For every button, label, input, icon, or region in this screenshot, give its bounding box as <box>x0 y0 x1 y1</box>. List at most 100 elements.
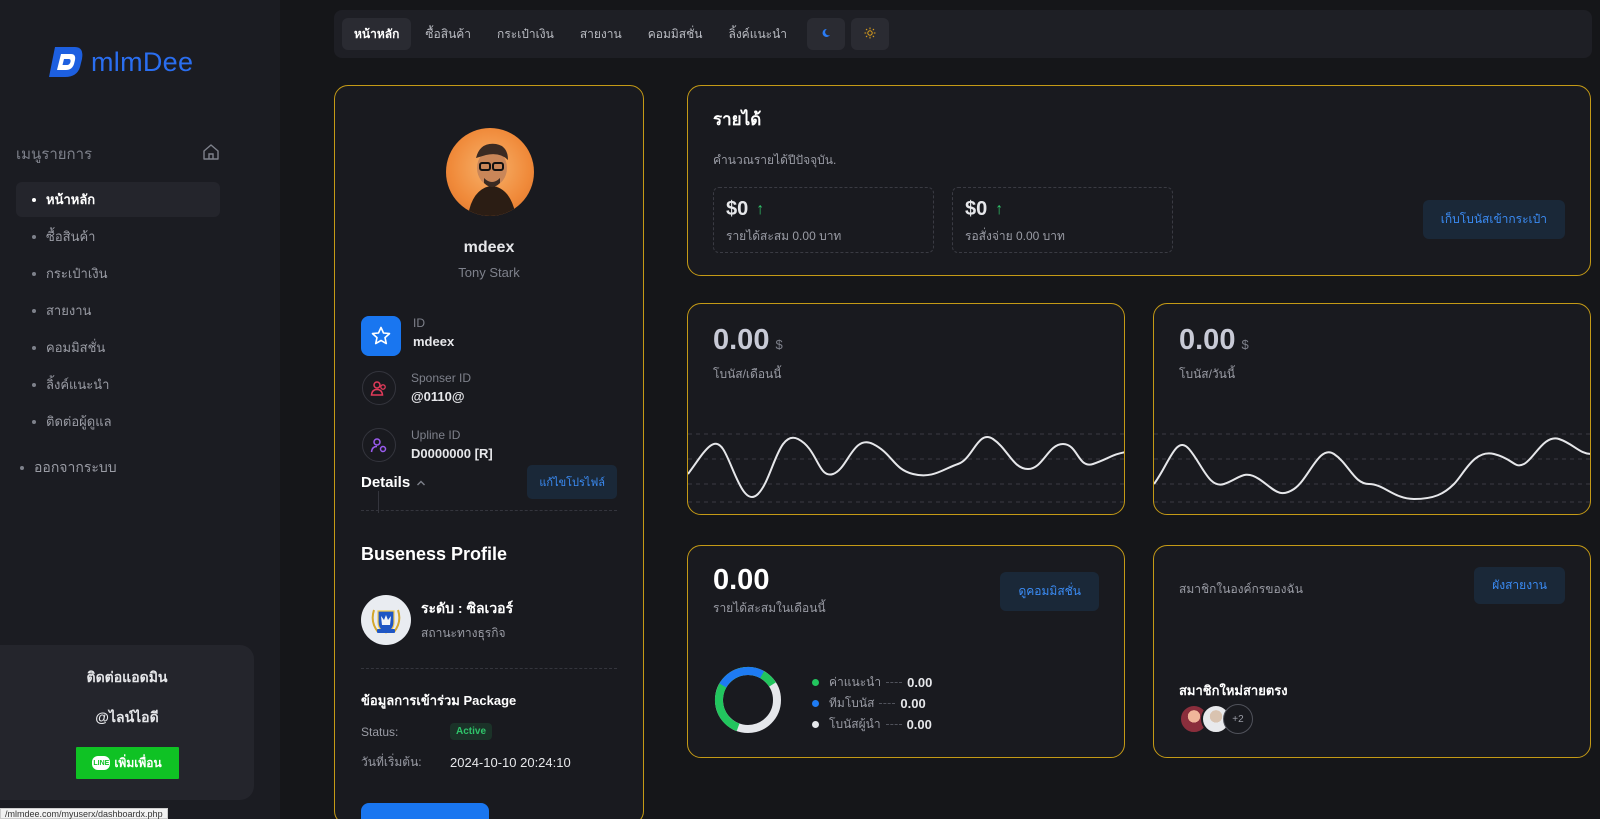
divider <box>361 668 617 669</box>
income-label: รายได้สะสม 0.00 บาท <box>726 229 842 243</box>
status-row: Status: Active <box>361 723 493 740</box>
sponsor-id-row: Sponser ID @0110@ <box>362 371 471 405</box>
profile-username: mdeex <box>463 239 515 256</box>
sidebar-item-network[interactable]: สายงาน <box>16 293 220 328</box>
sidebar-item-label: ติดต่อผู้ดูแล <box>46 414 112 429</box>
sidebar-item-commission[interactable]: คอมมิสชั่น <box>16 330 220 365</box>
bonus-month-label: โบนัส/เดือนนี้ <box>713 367 782 381</box>
commission-donut-chart <box>715 667 781 733</box>
edit-profile-button[interactable]: แก้ไขโปรไฟล์ <box>527 465 617 499</box>
profile-card: mdeex Tony Stark ID mdeex Sponser ID @01… <box>334 85 644 819</box>
income-title: รายได้ <box>713 110 762 129</box>
bonus-day-card: 0.00 $ โบนัส/วันนี้ <box>1153 303 1591 515</box>
level-label: ระดับ : ซิลเวอร์ <box>421 599 514 616</box>
start-date-value: 2024-10-10 20:24:10 <box>450 755 571 770</box>
package-title: ข้อมูลการเข้าร่วม Package <box>361 693 517 708</box>
tab-wallet[interactable]: กระเป๋าเงิน <box>497 26 554 41</box>
legend-value: 0.00 <box>907 675 933 690</box>
bonus-day-label: โบนัส/วันนี้ <box>1179 367 1236 381</box>
upline-id-row: Upline ID D0000000 [R] <box>362 428 493 462</box>
sidebar-item-contact[interactable]: ติดต่อผู้ดูแล <box>16 404 220 439</box>
details-toggle[interactable]: Details <box>361 474 426 491</box>
blue-dot-icon <box>812 700 819 707</box>
arrow-up-icon: ↑ <box>756 200 765 218</box>
level-sub: สถานะทางธุรกิจ <box>421 625 506 640</box>
sidebar-item-shop[interactable]: ซื้อสินค้า <box>16 219 220 254</box>
income-label: รอสั่งจ่าย 0.00 บาท <box>965 229 1065 243</box>
avatar <box>446 128 534 216</box>
sidebar-item-referral-link[interactable]: ลิ้งค์แนะนำ <box>16 367 220 402</box>
legend-item: ทีมโบนัส 0.00 <box>812 693 932 714</box>
bonus-day-value: 0.00 <box>1179 324 1236 356</box>
more-members-badge[interactable]: +2 <box>1223 704 1253 734</box>
status-label: Status: <box>361 724 399 739</box>
id-label: ID <box>413 316 425 330</box>
silver-badge-icon <box>361 595 411 645</box>
bullet-icon <box>32 308 36 313</box>
bullet-icon <box>32 197 36 202</box>
sidebar-item-label: ลิ้งค์แนะนำ <box>46 377 110 392</box>
sidebar-item-label: กระเป๋าเงิน <box>46 266 108 281</box>
primary-button[interactable] <box>361 803 489 819</box>
sidebar-item-label: สายงาน <box>46 303 92 318</box>
member-avatars: +2 <box>1179 704 1253 734</box>
income-card: รายได้ คำนวณรายได้ปีปัจจุบัน. $0 ↑ รายได้… <box>687 85 1591 276</box>
bullet-icon <box>32 271 36 276</box>
logo[interactable]: mlmDee <box>47 45 193 79</box>
bullet-icon <box>32 419 36 424</box>
line-logo-icon: LINE <box>92 756 111 770</box>
logout-link[interactable]: ออกจากระบบ <box>20 457 117 479</box>
bullet-icon <box>32 345 36 350</box>
income-subtitle: คำนวณรายได้ปีปัจจุบัน. <box>713 153 837 167</box>
view-commission-button[interactable]: ดูคอมมิสชั่น <box>1000 572 1099 611</box>
bonus-month-card: 0.00 $ โบนัส/เดือนนี้ <box>687 303 1125 515</box>
sidebar-item-label: ซื้อสินค้า <box>46 229 96 244</box>
bullet-icon <box>20 466 24 470</box>
tab-commission[interactable]: คอมมิสชั่น <box>647 26 703 41</box>
member-id-row: ID mdeex <box>361 316 454 356</box>
id-value: mdeex <box>413 334 455 349</box>
bullet-icon <box>32 234 36 239</box>
details-row: Details แก้ไขโปรไฟล์ <box>361 465 617 499</box>
add-friend-label: เพิ่มเพื่อน <box>114 755 162 770</box>
light-mode-button[interactable] <box>851 18 890 50</box>
tab-shop[interactable]: ซื้อสินค้า <box>425 26 472 41</box>
members-label: สมาชิกในองค์กรของฉัน <box>1179 582 1303 596</box>
divider <box>361 510 617 511</box>
currency-label: $ <box>1241 337 1249 352</box>
sidebar: mlmDee เมนูรายการ หน้าหลัก ซื้อสินค้า กร… <box>0 0 280 819</box>
dash-divider <box>885 724 902 725</box>
tab-referral-link[interactable]: ลิ้งค์แนะนำ <box>728 26 788 41</box>
income-value: $0 <box>965 198 988 220</box>
add-friend-button[interactable]: LINE เพิ่มเพื่อน <box>75 747 179 779</box>
new-members-title: สมาชิกใหม่สายตรง <box>1179 683 1288 698</box>
commission-card: 0.00 รายได้สะสมในเดือนนี้ ดูคอมมิสชั่น ค… <box>687 545 1125 758</box>
menu-header: เมนูรายการ <box>16 142 220 166</box>
network-tree-button[interactable]: ผังสายงาน <box>1474 567 1565 604</box>
bullet-icon <box>32 382 36 387</box>
home-icon[interactable] <box>202 143 220 166</box>
sidebar-item-wallet[interactable]: กระเป๋าเงิน <box>16 256 220 291</box>
legend-name: ค่าแนะนำ <box>829 675 882 689</box>
admin-line-id: @ไลน์ไอดี <box>95 709 159 725</box>
income-box-pending: $0 ↑ รอสั่งจ่าย 0.00 บาท <box>952 187 1173 253</box>
sidebar-item-home[interactable]: หน้าหลัก <box>16 182 220 217</box>
moon-icon <box>821 27 831 41</box>
dark-mode-button[interactable] <box>807 18 846 50</box>
sponsor-id-label: Sponser ID <box>411 371 472 385</box>
commission-legend: ค่าแนะนำ 0.00 ทีมโบนัส 0.00 โบนัสผู้นำ 0.00 <box>812 672 932 735</box>
start-date-label: วันที่เริ่มต้น: <box>361 755 422 769</box>
business-profile-title: Buseness Profile <box>361 544 508 564</box>
upline-id-value: D0000000 [R] <box>411 446 493 461</box>
income-box-accumulated: $0 ↑ รายได้สะสม 0.00 บาท <box>713 187 934 253</box>
bonus-day-sparkline <box>1154 433 1590 503</box>
collect-bonus-button[interactable]: เก็บโบนัสเข้ากระเป๋า <box>1422 200 1565 239</box>
upline-id-label: Upline ID <box>411 428 461 442</box>
connector-line <box>378 491 379 513</box>
commission-value: 0.00 <box>713 564 770 596</box>
tab-network[interactable]: สายงาน <box>579 26 622 41</box>
tab-home[interactable]: หน้าหลัก <box>342 18 412 50</box>
admin-contact-box: ติดต่อแอดมิน @ไลน์ไอดี LINE เพิ่มเพื่อน <box>0 645 254 800</box>
white-dot-icon <box>812 721 819 728</box>
sun-icon <box>864 27 876 42</box>
